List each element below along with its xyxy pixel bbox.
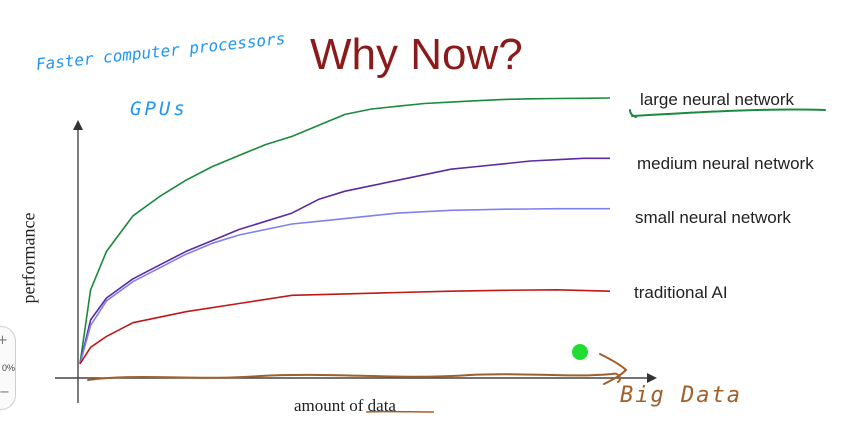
zoom-out-button[interactable]: − <box>0 385 10 400</box>
handwritten-gpus-note: GPUs <box>130 98 188 120</box>
series-line-large-nn <box>79 97 611 364</box>
series-label-large-nn: large neural network <box>640 90 795 109</box>
slide-title: Why Now? <box>310 30 523 79</box>
series-line-traditional-ai <box>79 288 611 365</box>
series-label-medium-nn: medium neural network <box>637 154 814 173</box>
zoom-level-readout: 0% <box>1 363 15 373</box>
pointer-marker <box>572 344 588 360</box>
big-data-arrow-scribble <box>87 353 628 385</box>
zoom-in-button[interactable]: + <box>0 333 8 348</box>
series-line-medium-nn <box>79 157 610 364</box>
large-nn-underline <box>629 108 826 118</box>
zoom-control: + 0% − <box>0 326 16 410</box>
handwritten-big-data-note: Big Data <box>620 383 742 408</box>
y-axis-label: performance <box>18 212 39 304</box>
series-line-small-nn <box>79 207 610 365</box>
x-axis-label: amount of data <box>294 396 396 415</box>
series-layer <box>79 97 611 365</box>
series-label-traditional-ai: traditional AI <box>634 283 728 302</box>
series-label-small-nn: small neural network <box>635 208 791 227</box>
